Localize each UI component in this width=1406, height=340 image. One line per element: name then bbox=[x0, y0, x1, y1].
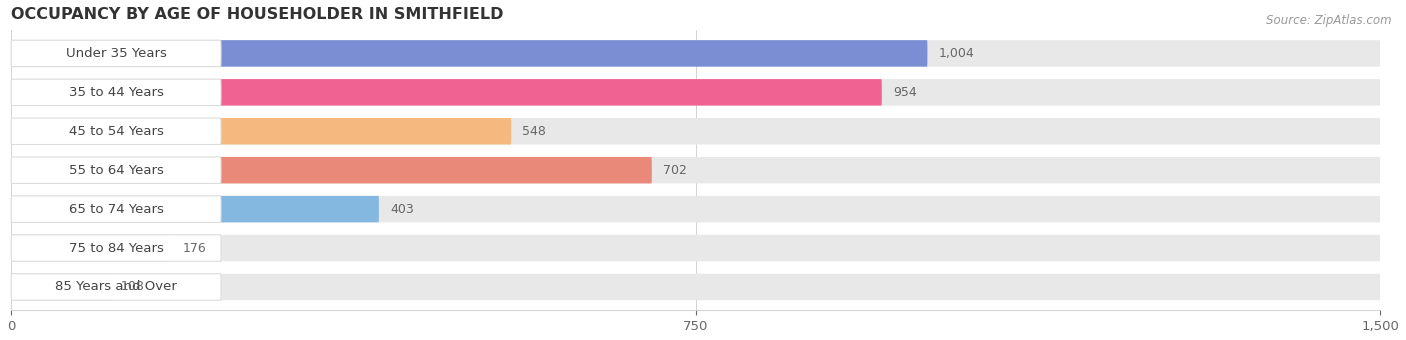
FancyBboxPatch shape bbox=[11, 235, 221, 261]
FancyBboxPatch shape bbox=[11, 157, 652, 183]
FancyBboxPatch shape bbox=[11, 118, 512, 144]
Text: 1,004: 1,004 bbox=[938, 47, 974, 60]
FancyBboxPatch shape bbox=[11, 235, 1381, 261]
FancyBboxPatch shape bbox=[11, 118, 1381, 144]
FancyBboxPatch shape bbox=[11, 274, 1381, 300]
Text: 548: 548 bbox=[522, 125, 546, 138]
FancyBboxPatch shape bbox=[11, 274, 221, 300]
Text: 55 to 64 Years: 55 to 64 Years bbox=[69, 164, 163, 177]
Text: 954: 954 bbox=[893, 86, 917, 99]
FancyBboxPatch shape bbox=[11, 40, 221, 67]
Text: 45 to 54 Years: 45 to 54 Years bbox=[69, 125, 163, 138]
Text: OCCUPANCY BY AGE OF HOUSEHOLDER IN SMITHFIELD: OCCUPANCY BY AGE OF HOUSEHOLDER IN SMITH… bbox=[11, 7, 503, 22]
Text: Under 35 Years: Under 35 Years bbox=[66, 47, 166, 60]
Text: Source: ZipAtlas.com: Source: ZipAtlas.com bbox=[1267, 14, 1392, 27]
Text: 403: 403 bbox=[389, 203, 413, 216]
Text: 176: 176 bbox=[183, 241, 207, 255]
FancyBboxPatch shape bbox=[11, 157, 1381, 183]
FancyBboxPatch shape bbox=[11, 118, 221, 144]
FancyBboxPatch shape bbox=[11, 79, 1381, 106]
FancyBboxPatch shape bbox=[11, 196, 380, 222]
FancyBboxPatch shape bbox=[11, 40, 928, 67]
Text: 108: 108 bbox=[121, 280, 145, 293]
FancyBboxPatch shape bbox=[11, 196, 1381, 222]
FancyBboxPatch shape bbox=[11, 235, 172, 261]
Text: 85 Years and Over: 85 Years and Over bbox=[55, 280, 177, 293]
FancyBboxPatch shape bbox=[11, 79, 882, 106]
Text: 75 to 84 Years: 75 to 84 Years bbox=[69, 241, 163, 255]
Text: 65 to 74 Years: 65 to 74 Years bbox=[69, 203, 163, 216]
FancyBboxPatch shape bbox=[11, 40, 1381, 67]
FancyBboxPatch shape bbox=[11, 157, 221, 183]
FancyBboxPatch shape bbox=[11, 79, 221, 106]
FancyBboxPatch shape bbox=[11, 274, 110, 300]
Text: 702: 702 bbox=[662, 164, 686, 177]
Text: 35 to 44 Years: 35 to 44 Years bbox=[69, 86, 163, 99]
FancyBboxPatch shape bbox=[11, 196, 221, 222]
